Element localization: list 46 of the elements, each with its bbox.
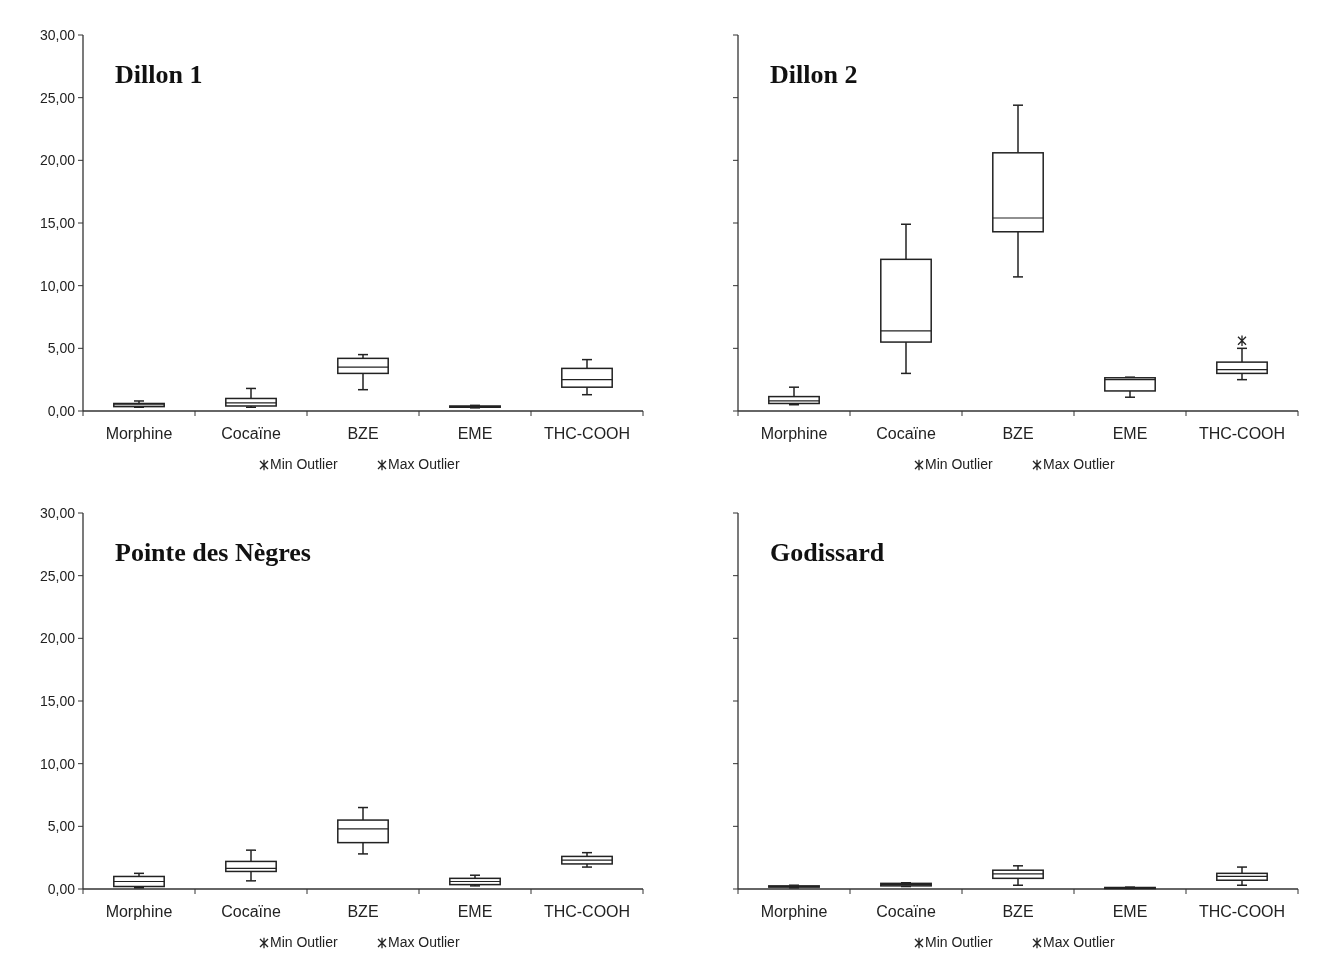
x-tick-label: Cocaïne	[221, 903, 281, 920]
y-tick-label: 0,00	[47, 880, 76, 897]
legend-label: Min Outlier	[270, 934, 339, 950]
x-tick-label: THC-COOH	[1198, 425, 1286, 442]
legend-label: Min Outlier	[270, 456, 339, 472]
text: Dillon 1	[115, 60, 203, 89]
legend-label: Max Outlier	[1043, 456, 1115, 472]
x-tick-label: EME	[1112, 903, 1148, 920]
text: Godissard	[770, 538, 885, 567]
x-tick-label: THC-COOH	[1198, 903, 1286, 920]
x-tick-label: Morphine	[760, 425, 828, 442]
text: Dillon 2	[770, 60, 858, 89]
x-tick-label: Morphine	[105, 903, 173, 920]
y-tick-label: 15,00	[39, 692, 76, 709]
y-tick-label: 20,00	[39, 630, 76, 647]
legend-label: Max Outlier	[388, 456, 460, 472]
y-tick-label: 25,00	[39, 567, 76, 584]
y-tick-label: 5,00	[47, 340, 76, 357]
y-tick-label: 15,00	[39, 214, 76, 231]
x-tick-label: Morphine	[105, 425, 173, 442]
x-tick-label: Cocaïne	[876, 425, 936, 442]
y-tick-label: 20,00	[39, 152, 76, 169]
y-tick-label: 10,00	[39, 277, 76, 294]
legend-label: Max Outlier	[388, 934, 460, 950]
x-tick-label: BZE	[347, 903, 379, 920]
y-tick-label: 25,00	[39, 89, 76, 106]
y-tick-label: 30,00	[39, 504, 76, 521]
x-tick-label: EME	[457, 425, 493, 442]
y-tick-label: 0,00	[47, 402, 76, 419]
text: Pointe des Nègres	[115, 538, 311, 567]
y-tick-label: 30,00	[39, 26, 76, 43]
x-tick-label: Morphine	[760, 903, 828, 920]
y-tick-label: 10,00	[39, 755, 76, 772]
legend-label: Max Outlier	[1043, 934, 1115, 950]
x-tick-label: BZE	[1002, 903, 1034, 920]
x-tick-label: THC-COOH	[543, 903, 631, 920]
x-tick-label: BZE	[1002, 425, 1034, 442]
x-tick-label: Cocaïne	[876, 903, 936, 920]
x-tick-label: Cocaïne	[221, 425, 281, 442]
legend-label: Min Outlier	[925, 934, 994, 950]
legend-label: Min Outlier	[925, 456, 994, 472]
x-tick-label: BZE	[347, 425, 379, 442]
x-tick-label: EME	[1112, 425, 1148, 442]
x-tick-label: EME	[457, 903, 493, 920]
x-tick-label: THC-COOH	[543, 425, 631, 442]
y-tick-label: 5,00	[47, 818, 76, 835]
